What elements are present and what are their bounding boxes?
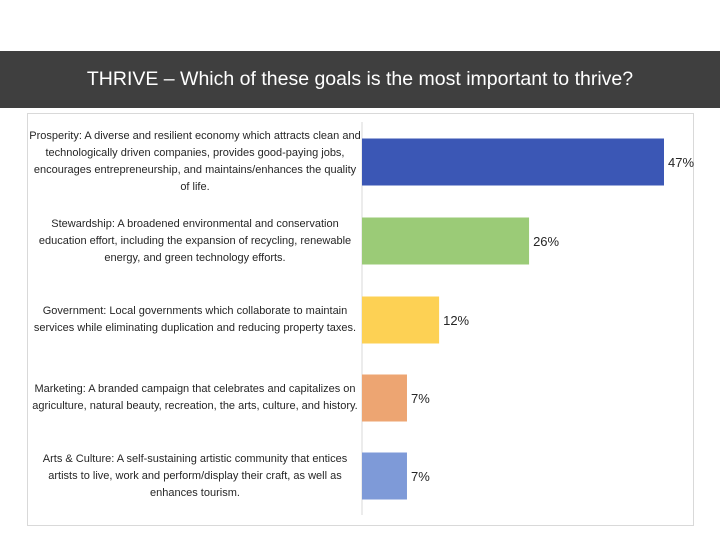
category-label-4: Marketing: A branded campaign that celeb… <box>32 383 358 412</box>
data-label-2: 26% <box>533 234 559 249</box>
bar-5 <box>362 452 407 500</box>
bar-2 <box>362 217 530 265</box>
bar-4 <box>362 374 407 422</box>
category-label-5: Arts & Culture: A self-sustaining artist… <box>42 452 348 499</box>
category-label-3: Government: Local governments which coll… <box>33 305 357 334</box>
data-label-3: 12% <box>443 313 469 328</box>
data-label-5: 7% <box>411 469 430 484</box>
data-label-1: 47% <box>668 155 694 170</box>
bar-1 <box>362 138 664 186</box>
category-label-1: Prosperity: A diverse and resilient econ… <box>29 130 361 193</box>
category-label-2: Stewardship: A broadened environmental a… <box>38 217 352 264</box>
data-label-4: 7% <box>411 391 430 406</box>
bar-3 <box>362 296 440 344</box>
chart-frame <box>27 113 694 526</box>
slide-title: THRIVE – Which of these goals is the mos… <box>0 51 720 108</box>
